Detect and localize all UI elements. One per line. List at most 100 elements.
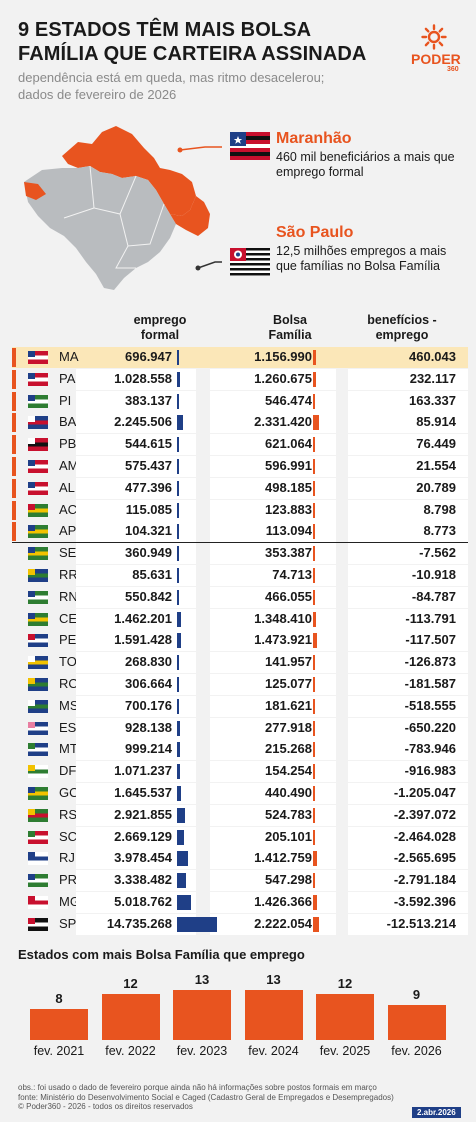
diff-value: 460.043 — [409, 349, 456, 364]
emprego-value: 1.591.428 — [114, 632, 172, 648]
map-northeast-orange — [170, 196, 210, 236]
sao-paulo-flag-icon — [28, 917, 48, 931]
cell-background — [210, 804, 336, 826]
cell-background — [210, 652, 336, 674]
emprego-value: 360.949 — [125, 545, 172, 561]
bolsa-value: 1.260.675 — [254, 370, 312, 386]
bolsa-bar — [313, 851, 317, 867]
bolsa-bar — [313, 371, 317, 387]
emprego-value: 700.176 — [125, 697, 172, 713]
emprego-value: 14.735.268 — [106, 915, 172, 931]
bolsa-bar — [313, 720, 315, 736]
cell-background — [348, 434, 468, 456]
column-header-emprego: emprego formal — [133, 313, 187, 342]
bolsa-value: 546.474 — [265, 392, 312, 408]
poder360-logo: PODER 360 — [407, 24, 463, 74]
diff-value: -181.587 — [404, 676, 456, 691]
cell-background — [210, 870, 336, 892]
emprego-bar — [177, 851, 188, 867]
emprego-value: 3.338.482 — [114, 872, 172, 888]
emprego-bar — [177, 807, 185, 823]
table-row: DF 1.071.237 154.254 -916.983 — [12, 761, 468, 783]
state-abbr: TO — [59, 654, 77, 670]
bolsa-bar — [313, 568, 315, 583]
year-bar — [316, 993, 374, 1040]
bolsa-value: 74.713 — [272, 567, 312, 582]
state-abbr: MG — [59, 894, 80, 909]
emprego-bar — [177, 895, 191, 910]
cell-background — [348, 913, 468, 935]
row-marker — [12, 435, 16, 455]
cell-background — [210, 434, 336, 456]
acre-flag-icon — [28, 503, 48, 517]
cell-background — [210, 695, 336, 717]
cell-background — [210, 739, 336, 761]
table-row: PB 544.615 621.064 76.449 — [12, 434, 468, 456]
bolsa-value: 524.783 — [265, 806, 312, 822]
emprego-bar — [177, 611, 181, 627]
espirito-santo-flag-icon — [28, 721, 48, 735]
state-abbr: PI — [59, 392, 72, 408]
cell-background — [210, 543, 336, 565]
bolsa-bar — [313, 916, 319, 932]
state-abbr: SE — [59, 545, 77, 561]
alagoas-flag-icon — [28, 481, 48, 495]
table-row: AC 115.085 123.883 8.798 — [12, 499, 468, 521]
cell-background — [348, 826, 468, 848]
state-abbr: SP — [59, 915, 77, 931]
year-bar-label: fev. 2024 — [248, 1044, 299, 1058]
bolsa-value: 123.883 — [265, 501, 312, 517]
emprego-bar — [177, 524, 179, 540]
distrito-federal-flag-icon — [28, 765, 48, 779]
state-abbr: MS — [59, 697, 79, 713]
cell-background — [348, 761, 468, 783]
cell-background — [76, 456, 196, 477]
row-marker — [12, 369, 16, 389]
cell-background — [210, 674, 336, 695]
bolsa-bar — [313, 873, 315, 889]
ceara-flag-icon — [28, 612, 48, 626]
emprego-bar — [177, 480, 179, 496]
year-bar-value: 9 — [412, 987, 421, 1003]
table-row: RN 550.842 466.055 -84.787 — [12, 586, 468, 608]
bolsa-value: 1.426.366 — [254, 894, 312, 909]
table-row: TO 268.830 141.957 -126.873 — [12, 652, 468, 674]
table-row: PR 3.338.482 547.298 -2.791.184 — [12, 870, 468, 892]
emprego-value: 1.645.537 — [114, 785, 172, 800]
cell-background — [348, 456, 468, 477]
cell-background — [210, 783, 336, 804]
bolsa-bar — [313, 437, 315, 453]
bolsa-value: 1.156.990 — [254, 349, 312, 364]
cell-background — [76, 608, 196, 630]
cell-background — [210, 368, 336, 390]
emprego-bar — [177, 720, 180, 736]
bolsa-bar — [313, 677, 315, 692]
emprego-value: 544.615 — [125, 436, 172, 452]
emprego-bar — [177, 502, 179, 518]
cell-background — [76, 652, 196, 674]
bolsa-bar — [313, 611, 317, 627]
row-marker — [12, 457, 16, 476]
diff-value: -113.791 — [405, 610, 456, 626]
cell-background — [348, 630, 468, 652]
table-row: RR 85.631 74.713 -10.918 — [12, 565, 468, 586]
state-abbr: RJ — [59, 850, 75, 866]
cell-background — [76, 717, 196, 739]
emprego-value: 268.830 — [125, 654, 172, 670]
year-bar-label: fev. 2023 — [176, 1044, 228, 1058]
cell-background — [210, 456, 336, 477]
cell-background — [76, 892, 196, 913]
emprego-bar — [177, 655, 179, 671]
logo-sub: 360 — [447, 66, 459, 73]
diff-value: -1.205.047 — [393, 785, 456, 800]
column-header-diff: benefícios - emprego — [367, 313, 437, 342]
cell-background — [76, 543, 196, 565]
amazonas-flag-icon — [28, 460, 48, 473]
cell-background — [76, 739, 196, 761]
state-abbr: RS — [59, 806, 78, 822]
bolsa-value: 141.957 — [265, 654, 312, 670]
cell-background — [348, 390, 468, 412]
emprego-bar — [177, 459, 179, 474]
cell-background — [348, 739, 468, 761]
state-abbr: AL — [59, 479, 75, 495]
